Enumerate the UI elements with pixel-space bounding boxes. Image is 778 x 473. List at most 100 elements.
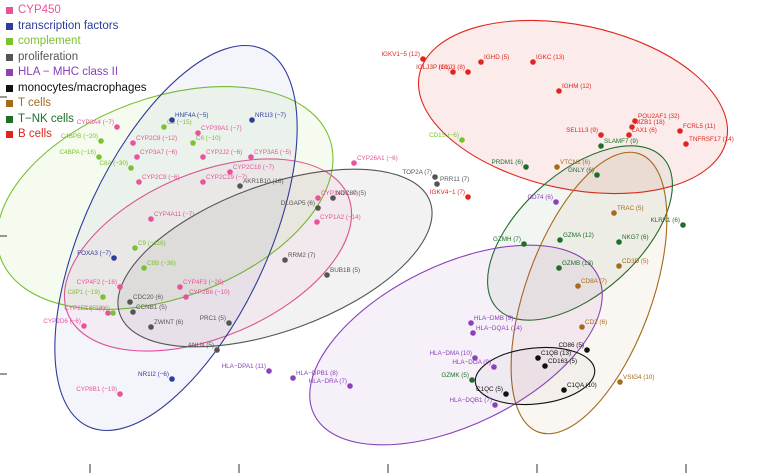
gene-point: IGLJ3P (10)	[416, 64, 456, 75]
gene-label: VSIG4 (10)	[623, 374, 655, 381]
gene-label: CYP1A2 (−14)	[320, 214, 361, 221]
gene-label: TOP2A (7)	[402, 169, 432, 176]
gene-dot	[420, 56, 426, 62]
cluster-ellipse	[487, 145, 673, 321]
gene-dot	[478, 59, 484, 65]
gene-dot	[616, 239, 622, 245]
gene-point: GZMH (7)	[493, 236, 527, 247]
gene-point: C8B (−36)	[141, 260, 176, 271]
gene-dot	[553, 199, 559, 205]
gene-label: CYP2D6 (−6)	[43, 318, 81, 325]
gene-label: KLRK1 (6)	[651, 217, 680, 224]
gene-dot	[290, 375, 296, 381]
legend-swatch	[6, 7, 13, 15]
gene-label: HLA−DPA1 (11)	[222, 363, 266, 370]
cluster-ellipse	[417, 19, 729, 195]
gene-label: CYP2C9 (−6)	[142, 174, 180, 181]
gene-dot	[226, 320, 232, 326]
gene-point: C8G (−6)	[84, 305, 116, 316]
gene-point: C6 (−10)	[190, 135, 221, 146]
gene-point: SEL1L3 (9)	[566, 127, 604, 138]
gene-point: CD1S (−6)	[429, 132, 465, 143]
gene-dot	[459, 137, 465, 143]
gene-dot	[282, 257, 288, 263]
gene-point: SLAMF7 (9)	[598, 138, 638, 149]
gene-point: CYP1A1 (−7)	[315, 190, 358, 201]
gene-dot	[535, 355, 541, 361]
gene-point: CCNB1 (5)	[130, 304, 167, 315]
gene-label: CYP4F3 (−26)	[183, 279, 223, 286]
gene-dot	[468, 320, 474, 326]
gene-dot	[521, 241, 527, 247]
gene-point: HLA−DMA (10)	[429, 350, 478, 361]
gene-dot	[472, 355, 478, 361]
gene-dot	[98, 138, 104, 144]
gene-label: ANLN (5)	[188, 342, 214, 349]
legend-item: complement	[6, 34, 146, 50]
gene-point: C5 (−15)	[161, 119, 192, 130]
gene-label: NDC80 (5)	[336, 190, 366, 197]
gene-label: HLA−DQA1 (14)	[476, 325, 522, 332]
legend-item: proliferation	[6, 50, 146, 66]
legend-swatch	[6, 22, 13, 30]
gene-dot	[105, 310, 111, 316]
gene-label: CYP2E1 (−14)	[64, 305, 105, 312]
gene-point: CYP2C8 (−12)	[130, 135, 177, 146]
gene-point: C4BPB (−20)	[61, 133, 104, 144]
cluster-ellipse	[309, 244, 603, 446]
gene-label: BUB1B (5)	[330, 267, 360, 274]
gene-dot	[556, 265, 562, 271]
gene-dot	[315, 205, 321, 211]
gene-label: PRC1 (5)	[200, 315, 226, 322]
gene-point: CYP4F2 (−16)	[77, 279, 123, 290]
gene-dot	[114, 124, 120, 130]
gene-label: CYP8B1 (−19)	[76, 386, 117, 393]
gene-point: NR1I3 (−7)	[249, 112, 286, 123]
gene-label: CYP26A1 (−6)	[357, 155, 398, 162]
gene-point: TRAC (5)	[611, 205, 644, 216]
legend-swatch	[6, 100, 13, 108]
gene-point: PRR11 (7)	[434, 176, 469, 187]
gene-label: VTCN1 (6)	[560, 159, 590, 166]
gene-dot	[266, 368, 272, 374]
legend-swatch	[6, 115, 13, 123]
gene-label: C8B (−36)	[147, 260, 176, 267]
gene-point: CYP3A7 (−6)	[134, 149, 177, 160]
gene-dot	[130, 309, 136, 315]
gene-label: NR1I2 (−6)	[138, 371, 169, 378]
gene-point: CYP39A1 (−7)	[195, 125, 242, 136]
gene-point: CYP26A1 (−6)	[351, 155, 398, 166]
gene-point: ANLN (5)	[188, 342, 220, 353]
gene-dot	[492, 402, 498, 408]
gene-dot	[117, 391, 123, 397]
gene-point: CYP4F3 (−26)	[177, 279, 223, 290]
legend-label: T−NK cells	[18, 112, 74, 125]
gene-dot	[148, 216, 154, 222]
gene-label: GNLY (6)	[568, 167, 594, 174]
gene-point: CYP2E1 (−14)	[64, 305, 111, 316]
gene-point: LAX1 (6)	[626, 127, 657, 138]
gene-dot	[530, 59, 536, 65]
gene-label: C5 (−15)	[167, 119, 192, 126]
legend-swatch	[6, 131, 13, 139]
gene-label: CD74 (6)	[527, 194, 553, 201]
gene-point: C8P1 (−19)	[68, 289, 106, 300]
gene-point: CD163 (5)	[542, 358, 577, 369]
gene-label: C4BPB (−20)	[61, 133, 98, 140]
gene-dot	[81, 323, 87, 329]
legend-label: CYP450	[18, 4, 61, 16]
gene-point: DLGAP5 (6)	[281, 200, 321, 211]
gene-label: IGKV4−1 (7)	[430, 189, 465, 196]
gene-label: GZMK (5)	[441, 372, 469, 379]
gene-points: CYP3A4 (−7) C5 (−15)HNF4A (−5) NR1I3 (−7) C…	[43, 51, 734, 408]
gene-label: FOXA3 (−7)	[77, 250, 111, 257]
gene-dot	[470, 330, 476, 336]
gene-label: FCRL5 (11)	[683, 123, 715, 130]
gene-point: CYP2J2 (−6)	[200, 149, 242, 160]
gene-label: IGKV1−5 (12)	[381, 51, 420, 58]
gene-point: GZMK (5)	[441, 372, 475, 383]
gene-dot	[169, 117, 175, 123]
gene-label: IGLJ3 (8)	[439, 64, 465, 71]
plot-axes	[0, 96, 687, 473]
